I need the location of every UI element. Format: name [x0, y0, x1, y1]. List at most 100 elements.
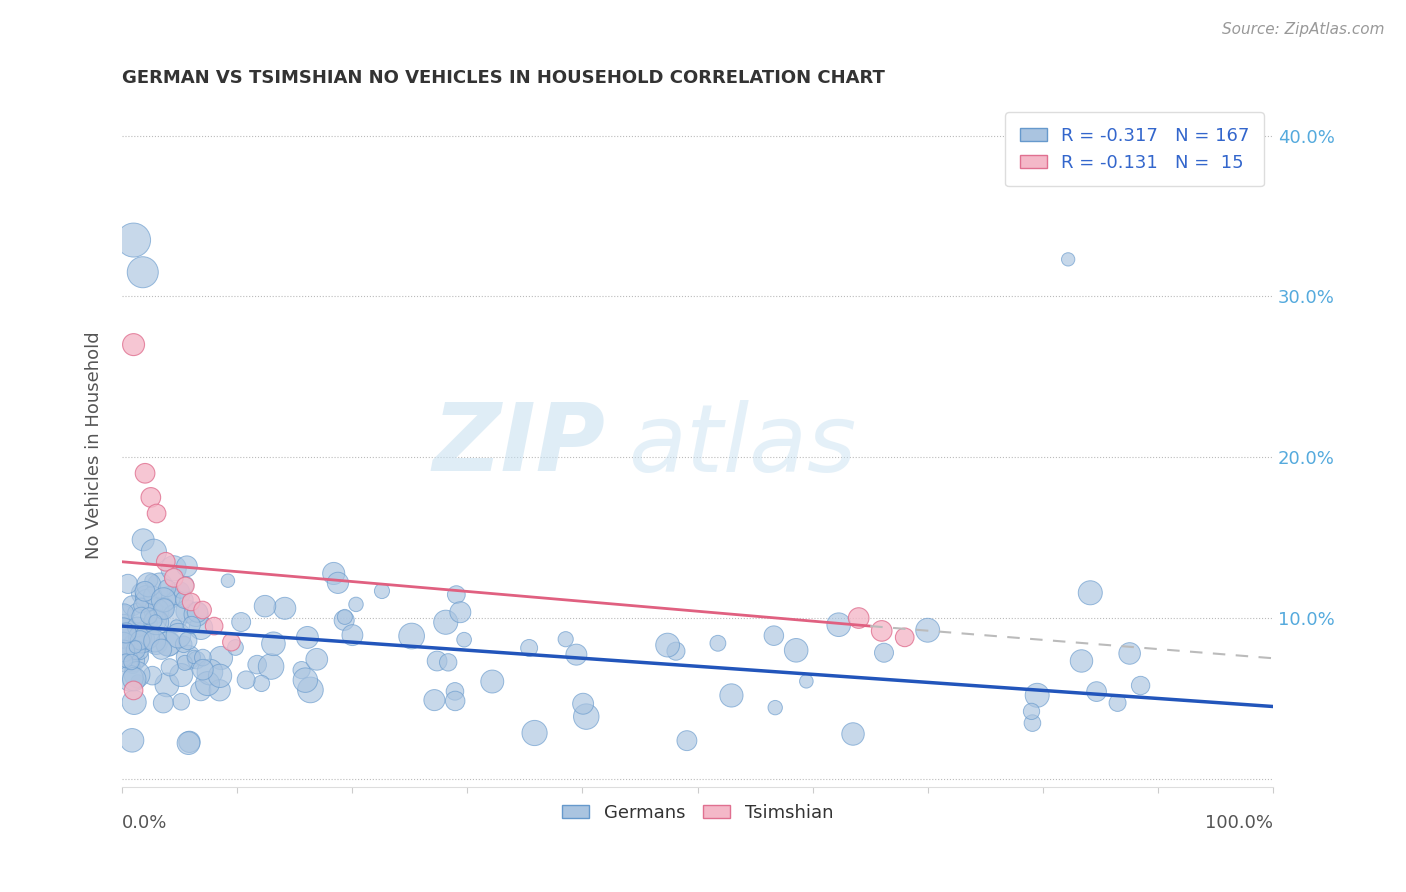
- Point: [1078, 586, 1101, 600]
- Point: [437, 656, 460, 670]
- Point: [657, 638, 679, 652]
- Text: 0.0%: 0.0%: [122, 814, 167, 832]
- Point: [917, 624, 939, 638]
- Point: [163, 610, 186, 624]
- Point: [333, 613, 356, 627]
- Point: [224, 640, 246, 655]
- Point: [873, 646, 896, 660]
- Point: [1129, 679, 1152, 693]
- Point: [122, 337, 145, 351]
- Point: [173, 656, 195, 670]
- Point: [202, 619, 225, 633]
- Point: [145, 507, 167, 521]
- Point: [342, 628, 364, 642]
- Text: 100.0%: 100.0%: [1205, 814, 1272, 832]
- Point: [129, 599, 152, 613]
- Point: [122, 648, 145, 662]
- Point: [112, 624, 135, 638]
- Point: [572, 697, 595, 711]
- Point: [1085, 684, 1108, 698]
- Point: [135, 593, 157, 607]
- Point: [231, 615, 253, 629]
- Point: [208, 683, 231, 698]
- Point: [127, 606, 149, 620]
- Point: [401, 629, 423, 643]
- Point: [125, 667, 148, 681]
- Point: [173, 592, 195, 607]
- Point: [191, 663, 214, 677]
- Point: [142, 599, 165, 613]
- Point: [145, 604, 167, 618]
- Point: [763, 700, 786, 714]
- Point: [186, 653, 208, 667]
- Point: [260, 659, 283, 673]
- Point: [191, 650, 214, 665]
- Point: [122, 233, 145, 247]
- Point: [157, 637, 180, 651]
- Point: [120, 672, 142, 686]
- Point: [155, 555, 177, 569]
- Point: [127, 674, 149, 689]
- Point: [176, 559, 198, 574]
- Point: [150, 642, 173, 657]
- Point: [676, 733, 699, 747]
- Point: [1070, 654, 1092, 668]
- Point: [145, 636, 167, 650]
- Point: [209, 651, 232, 665]
- Point: [176, 604, 198, 618]
- Point: [153, 602, 176, 616]
- Point: [136, 630, 159, 644]
- Point: [174, 579, 197, 593]
- Point: [145, 615, 167, 629]
- Point: [1057, 252, 1080, 267]
- Point: [198, 665, 221, 679]
- Point: [170, 695, 193, 709]
- Point: [1021, 716, 1043, 731]
- Point: [453, 632, 475, 647]
- Point: [665, 644, 688, 658]
- Point: [167, 586, 190, 600]
- Point: [290, 663, 312, 677]
- Point: [253, 599, 276, 614]
- Point: [177, 633, 200, 648]
- Point: [162, 561, 184, 575]
- Point: [139, 491, 162, 505]
- Point: [157, 591, 180, 605]
- Point: [299, 682, 322, 697]
- Y-axis label: No Vehicles in Household: No Vehicles in Household: [86, 331, 103, 559]
- Point: [139, 616, 162, 631]
- Point: [333, 610, 356, 624]
- Point: [870, 624, 893, 638]
- Point: [209, 669, 232, 683]
- Point: [149, 578, 172, 592]
- Point: [785, 643, 807, 657]
- Point: [157, 636, 180, 650]
- Point: [449, 605, 471, 619]
- Point: [117, 634, 139, 648]
- Point: [129, 630, 152, 644]
- Text: GERMAN VS TSIMSHIAN NO VEHICLES IN HOUSEHOLD CORRELATION CHART: GERMAN VS TSIMSHIAN NO VEHICLES IN HOUSE…: [122, 69, 884, 87]
- Point: [326, 575, 349, 590]
- Point: [217, 574, 239, 588]
- Point: [166, 619, 188, 633]
- Point: [159, 660, 181, 674]
- Point: [153, 600, 176, 615]
- Point: [143, 634, 166, 648]
- Point: [121, 733, 143, 747]
- Text: atlas: atlas: [628, 400, 856, 491]
- Point: [131, 636, 153, 650]
- Point: [138, 578, 160, 592]
- Point: [129, 609, 152, 624]
- Point: [122, 653, 145, 667]
- Point: [112, 620, 135, 634]
- Point: [124, 640, 146, 654]
- Point: [274, 601, 297, 615]
- Point: [1026, 688, 1049, 702]
- Point: [114, 644, 136, 658]
- Point: [197, 676, 219, 690]
- Point: [344, 598, 367, 612]
- Point: [221, 635, 243, 649]
- Point: [143, 614, 166, 628]
- Point: [796, 674, 818, 689]
- Point: [134, 467, 156, 481]
